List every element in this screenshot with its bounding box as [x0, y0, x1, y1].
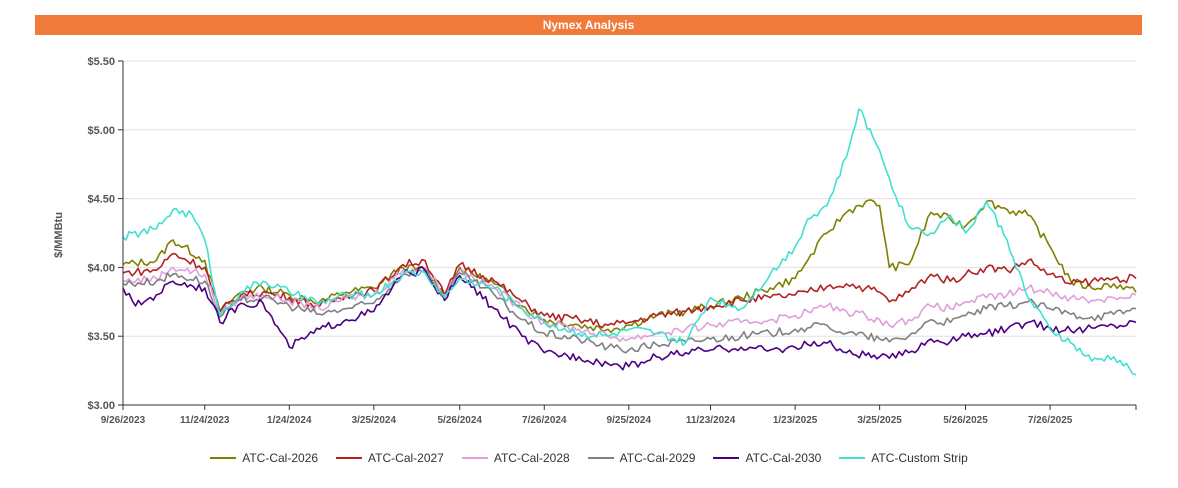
legend-swatch — [210, 457, 237, 459]
y-tick-label: $4.50 — [87, 194, 115, 206]
series-line-5 — [122, 108, 1137, 376]
x-tick-label: 5/26/2025 — [943, 415, 988, 426]
x-tick-label: 7/26/2025 — [1028, 415, 1073, 426]
legend-item[interactable]: ATC-Cal-2030 — [713, 451, 821, 465]
legend-item[interactable]: ATC-Cal-2029 — [587, 451, 696, 465]
series-line-1 — [122, 252, 1137, 329]
x-tick-label: 3/25/2024 — [352, 415, 397, 426]
legend-label: ATC-Cal-2029 — [619, 451, 696, 465]
legend-swatch — [713, 457, 740, 459]
y-tick-label: $5.00 — [87, 125, 115, 137]
legend-item[interactable]: ATC-Cal-2028 — [461, 451, 570, 465]
legend-label: ATC-Cal-2030 — [745, 451, 822, 465]
series-lines — [122, 108, 1137, 376]
legend-swatch — [839, 457, 866, 459]
x-tick-label: 7/26/2024 — [522, 415, 567, 426]
chart-legend: ATC-Cal-2026 ATC-Cal-2027 ATC-Cal-2028 ATC-… — [0, 451, 1178, 465]
y-tick-label: $3.50 — [87, 331, 115, 343]
chart-title: Nymex Analysis — [35, 15, 1142, 35]
legend-label: ATC-Cal-2027 — [368, 451, 444, 465]
y-tick-label: $3.00 — [87, 400, 115, 412]
y-axis-ticks: $3.00 $3.50 $4.00 $4.50 $5.00 $5.50 — [87, 56, 123, 412]
legend-label: ATC-Custom Strip — [871, 451, 968, 465]
x-tick-label: 1/24/2024 — [267, 415, 312, 426]
x-tick-label: 9/26/2023 — [101, 415, 146, 426]
legend-label: ATC-Cal-2028 — [493, 451, 570, 465]
legend-swatch — [461, 457, 488, 459]
series-line-0 — [122, 199, 1137, 334]
legend-item[interactable]: ATC-Custom Strip — [839, 451, 968, 465]
legend-label: ATC-Cal-2026 — [242, 451, 319, 465]
grid-lines — [123, 60, 1136, 337]
x-tick-label: 3/25/2025 — [857, 415, 902, 426]
legend-item[interactable]: ATC-Cal-2027 — [336, 451, 444, 465]
y-tick-label: $5.50 — [87, 56, 115, 68]
x-tick-label: 5/26/2024 — [437, 415, 482, 426]
x-tick-label: 11/23/2024 — [686, 415, 736, 426]
y-tick-label: $4.00 — [87, 262, 115, 274]
x-tick-label: 9/25/2024 — [607, 415, 652, 426]
x-tick-label: 1/23/2025 — [773, 415, 818, 426]
x-axis-ticks: 9/26/2023 11/24/2023 1/24/2024 3/25/2024 5/2… — [101, 405, 1137, 426]
legend-item[interactable]: ATC-Cal-2026 — [210, 451, 318, 465]
series-line-4 — [122, 266, 1137, 371]
y-axis-label: $/MMBtu — [53, 212, 65, 258]
legend-swatch — [587, 457, 614, 459]
series-line-3 — [122, 269, 1137, 354]
series-line-2 — [123, 266, 1137, 343]
x-tick-label: 11/24/2023 — [180, 415, 230, 426]
legend-swatch — [336, 457, 363, 459]
